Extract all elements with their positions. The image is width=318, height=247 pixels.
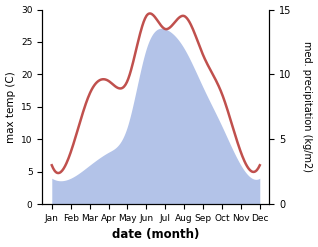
X-axis label: date (month): date (month) — [112, 228, 199, 242]
Y-axis label: max temp (C): max temp (C) — [5, 71, 16, 143]
Y-axis label: med. precipitation (kg/m2): med. precipitation (kg/m2) — [302, 41, 313, 172]
